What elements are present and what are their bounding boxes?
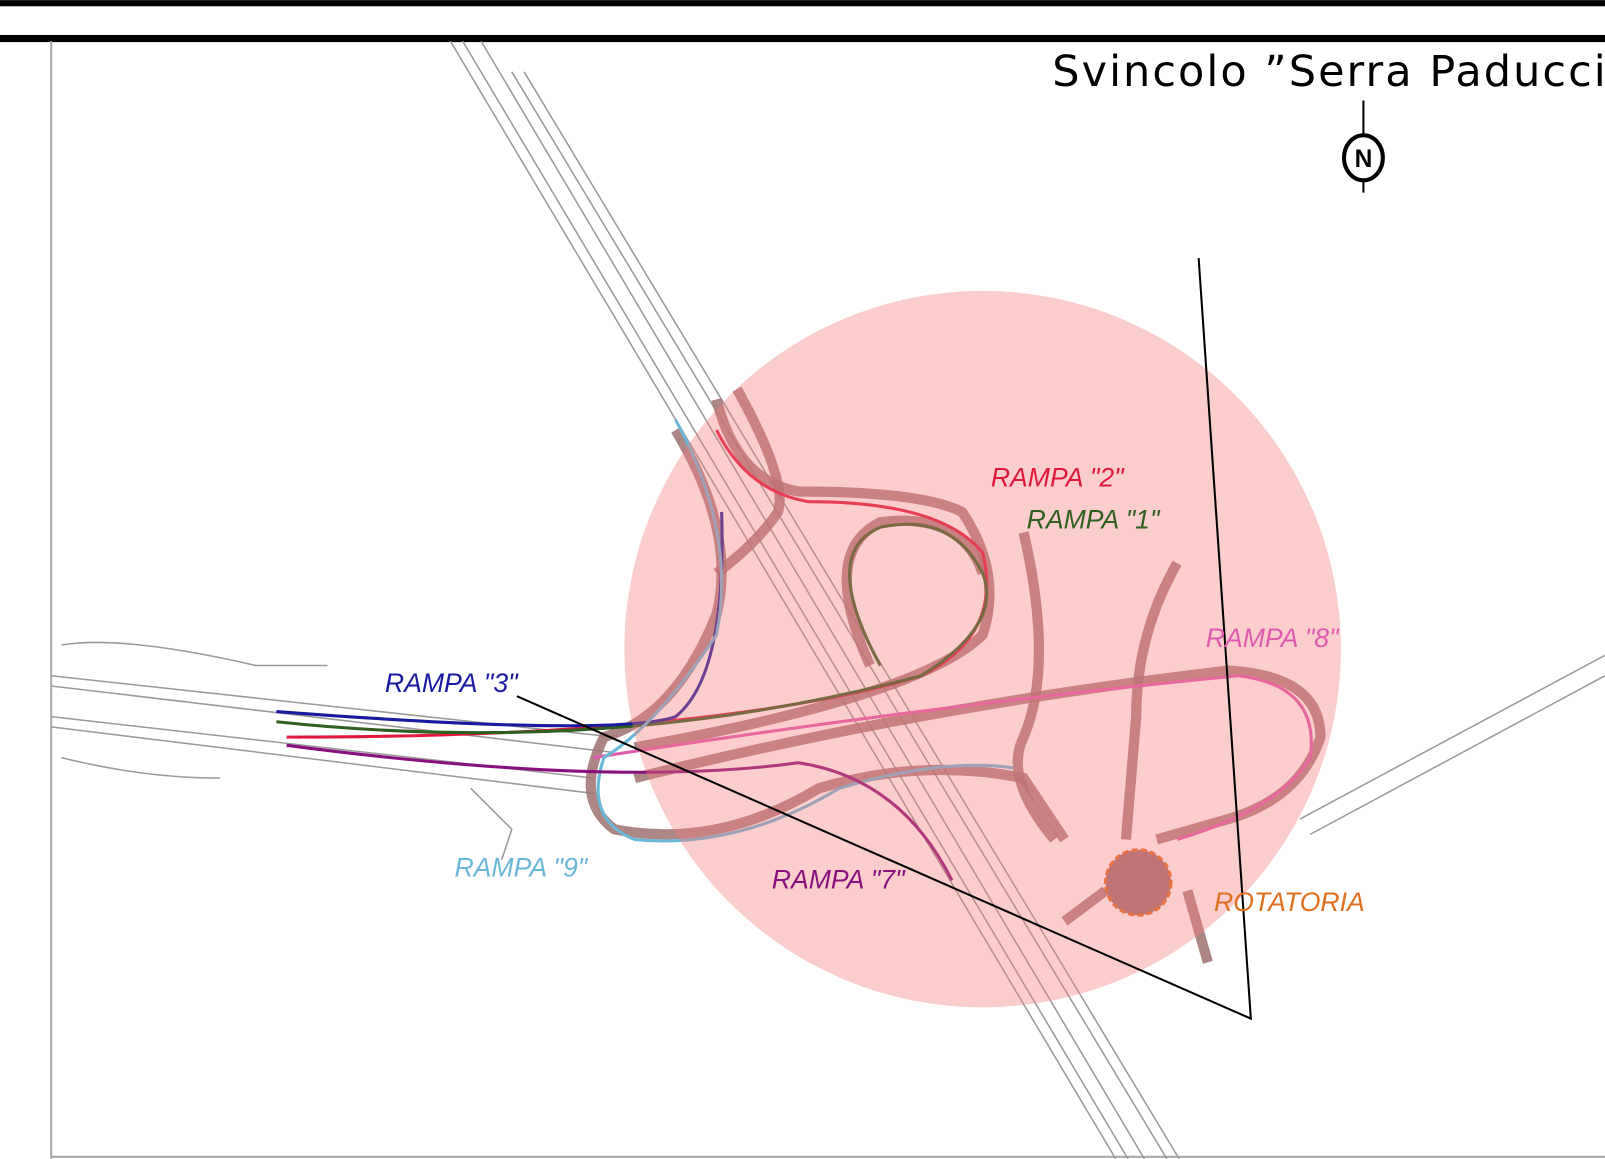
top-border — [0, 0, 1605, 6]
ramp-label: RAMPA "1" — [1027, 504, 1161, 534]
ramp-label: RAMPA "2" — [991, 462, 1125, 492]
roundabout-label: ROTATORIA — [1214, 887, 1365, 917]
ramp-label: RAMPA "9" — [454, 852, 588, 882]
map: Svincolo ”Serra Paducci N RAMPA "2" RAMP… — [0, 0, 1605, 1159]
title: Svincolo ”Serra Paducci — [1052, 47, 1605, 97]
frame-border — [0, 35, 1605, 42]
ramp-label: RAMPA "7" — [772, 865, 906, 895]
page: Svincolo ”Serra Paducci N RAMPA "2" RAMP… — [0, 0, 1605, 1159]
north-arrow: N — [1344, 100, 1383, 192]
north-label: N — [1355, 146, 1373, 173]
ramp-label: RAMPA "8" — [1206, 623, 1340, 653]
ramp-label: RAMPA "3" — [385, 668, 519, 698]
